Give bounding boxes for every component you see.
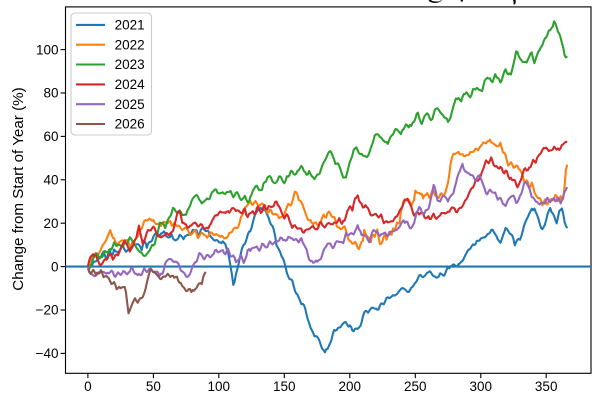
svg-text:80: 80 [43, 86, 58, 101]
svg-text:350: 350 [535, 379, 558, 394]
svg-text:2024: 2024 [115, 77, 146, 92]
svg-text:0: 0 [84, 379, 92, 394]
svg-text:2021: 2021 [115, 18, 145, 33]
svg-text:50: 50 [146, 379, 161, 394]
svg-text:60: 60 [43, 129, 58, 144]
svg-text:2023: 2023 [115, 57, 145, 72]
svg-text:−20: −20 [36, 303, 59, 318]
svg-text:2026: 2026 [115, 117, 145, 132]
svg-text:40: 40 [43, 173, 58, 188]
svg-text:Change from Start of Year (%): Change from Start of Year (%) [10, 87, 27, 290]
svg-text:2025: 2025 [115, 97, 145, 112]
svg-text:250: 250 [404, 379, 427, 394]
svg-text:100: 100 [208, 379, 231, 394]
svg-text:150: 150 [273, 379, 296, 394]
svg-text:200: 200 [339, 379, 362, 394]
svg-text:100: 100 [36, 42, 59, 57]
svg-text:20: 20 [43, 216, 58, 231]
svg-text:300: 300 [470, 379, 493, 394]
svg-text:−40: −40 [36, 346, 59, 361]
svg-text:2022: 2022 [115, 37, 145, 52]
svg-text:0: 0 [51, 259, 59, 274]
